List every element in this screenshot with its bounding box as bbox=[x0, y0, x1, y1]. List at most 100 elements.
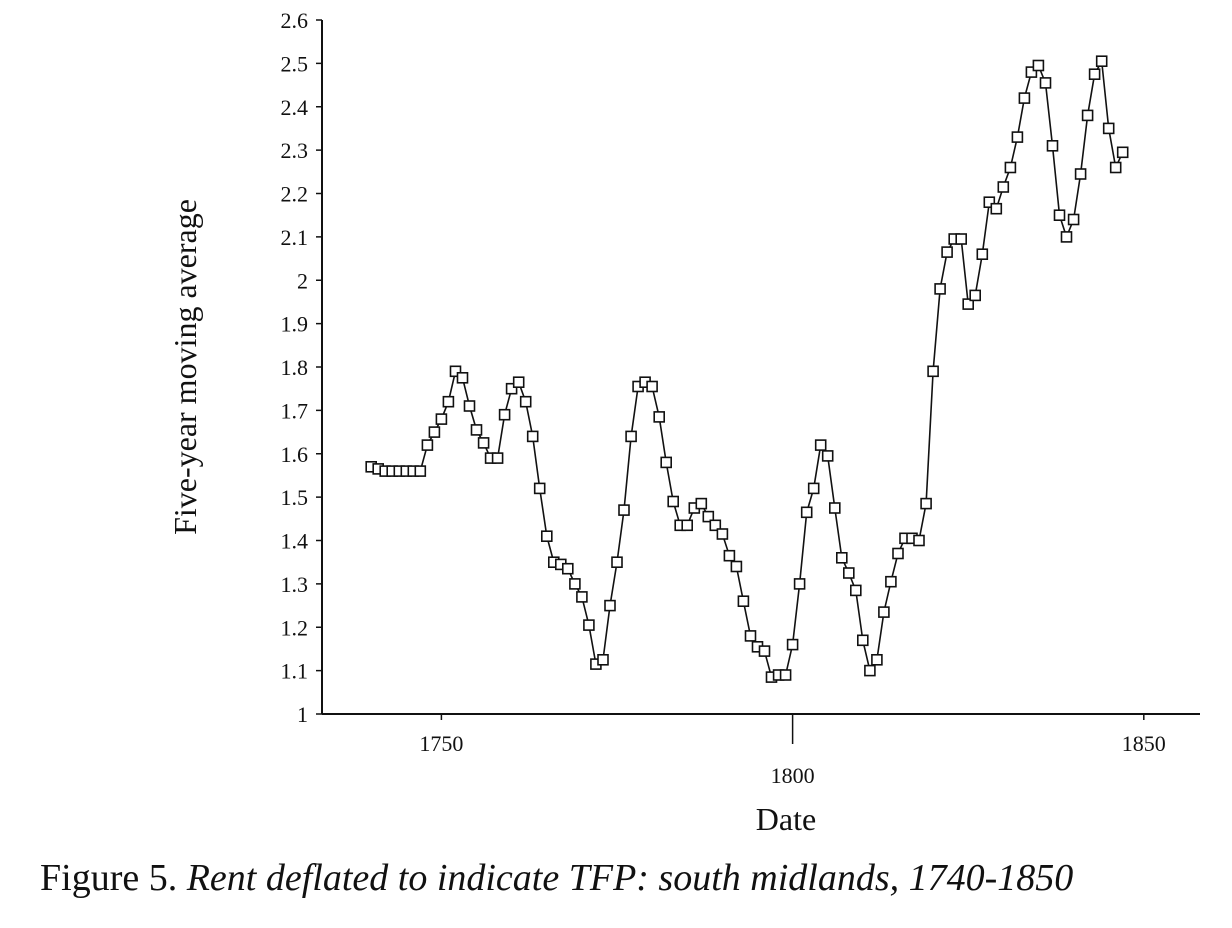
data-point bbox=[892, 547, 904, 560]
data-point bbox=[1011, 131, 1024, 143]
data-point bbox=[1067, 213, 1080, 226]
data-point bbox=[449, 365, 462, 378]
data-point bbox=[927, 365, 939, 378]
data-point bbox=[856, 634, 869, 647]
data-point bbox=[1074, 168, 1087, 180]
y-tick-label: 2.6 bbox=[281, 8, 309, 33]
data-point bbox=[646, 380, 658, 393]
data-point bbox=[667, 495, 680, 508]
data-point bbox=[871, 653, 883, 666]
data-point bbox=[800, 506, 813, 519]
data-point bbox=[807, 482, 820, 495]
y-tick-label: 1.7 bbox=[281, 398, 309, 423]
data-point bbox=[821, 450, 834, 462]
data-point bbox=[456, 371, 469, 384]
data-point bbox=[934, 283, 946, 295]
data-point bbox=[695, 497, 708, 510]
y-tick-label: 1.8 bbox=[281, 355, 309, 380]
data-point bbox=[723, 549, 736, 562]
data-point bbox=[786, 638, 799, 651]
data-point bbox=[576, 591, 588, 603]
data-point bbox=[779, 669, 792, 681]
x-tick-label: 1800 bbox=[771, 763, 815, 788]
data-point bbox=[428, 426, 441, 438]
data-point bbox=[618, 504, 630, 516]
y-tick-label: 1.9 bbox=[281, 312, 309, 337]
caption-text: Rent deflated to indicate TFP: south mid… bbox=[186, 857, 1074, 899]
data-point bbox=[962, 298, 975, 310]
data-point bbox=[526, 430, 539, 443]
data-point bbox=[561, 562, 574, 575]
data-point bbox=[941, 246, 953, 258]
data-point bbox=[660, 456, 673, 469]
x-tick-label: 1750 bbox=[419, 731, 463, 756]
y-tick-label: 1.5 bbox=[281, 485, 309, 510]
data-point bbox=[793, 578, 806, 590]
data-point bbox=[1032, 59, 1045, 72]
data-point bbox=[421, 439, 434, 451]
data-point bbox=[569, 578, 581, 590]
data-point bbox=[716, 528, 729, 540]
y-tick-label: 2.3 bbox=[281, 138, 309, 163]
data-point bbox=[604, 599, 616, 612]
data-point bbox=[681, 519, 694, 532]
y-tick-label: 1.1 bbox=[281, 659, 309, 684]
y-axis-label: Five-year moving average bbox=[167, 199, 203, 535]
data-point bbox=[583, 619, 595, 631]
data-point bbox=[1095, 55, 1108, 68]
data-point bbox=[744, 630, 757, 642]
data-point bbox=[597, 653, 609, 666]
data-point bbox=[1039, 77, 1052, 89]
data-point bbox=[976, 248, 989, 260]
data-point bbox=[1088, 68, 1101, 80]
y-axis: 2.6 2.5 2.4 2.3 2.2 2.1 2 1.9 1.8 1.7 1.6 1.5 1.4 1.3… bbox=[281, 8, 323, 727]
data-point bbox=[1060, 231, 1073, 243]
caption-prefix: Figure 5. bbox=[40, 857, 178, 899]
data-point bbox=[1081, 109, 1094, 122]
y-tick-label: 1.3 bbox=[281, 572, 309, 597]
figure-caption: Figure 5. Rent deflated to indicate TFP:… bbox=[40, 856, 1073, 900]
data-point bbox=[997, 181, 1010, 193]
data-point bbox=[611, 556, 623, 569]
data-point bbox=[1102, 122, 1115, 135]
data-point bbox=[435, 413, 448, 425]
data-point bbox=[505, 382, 518, 395]
data-point bbox=[1018, 92, 1031, 104]
chart: 2.6 2.5 2.4 2.3 2.2 2.1 2 1.9 1.8 1.7 1.6 1.5 1.4 1.3… bbox=[167, 8, 1200, 837]
data-point bbox=[955, 233, 968, 245]
data-point bbox=[849, 584, 862, 597]
data-point bbox=[540, 530, 553, 543]
series-line bbox=[370, 58, 1124, 679]
data-point bbox=[477, 437, 490, 449]
y-tick-label: 1.4 bbox=[281, 529, 309, 554]
x-tick-label: 1850 bbox=[1122, 731, 1166, 756]
data-point bbox=[878, 606, 890, 618]
data-point bbox=[414, 465, 427, 477]
data-point bbox=[1116, 146, 1129, 159]
data-point bbox=[885, 575, 897, 588]
data-point bbox=[758, 645, 771, 657]
data-point bbox=[835, 551, 848, 564]
data-point bbox=[470, 424, 483, 436]
data-point bbox=[920, 497, 932, 510]
data-point bbox=[498, 408, 511, 421]
y-tick-label: 1.6 bbox=[281, 442, 309, 467]
data-point bbox=[842, 567, 855, 579]
data-point bbox=[828, 502, 841, 514]
data-point bbox=[864, 664, 876, 677]
data-point bbox=[1025, 66, 1038, 78]
data-point bbox=[814, 439, 827, 451]
y-tick-label: 2.1 bbox=[281, 225, 309, 250]
data-point bbox=[519, 395, 532, 408]
data-point bbox=[737, 595, 750, 608]
data-point bbox=[442, 395, 455, 408]
data-point bbox=[1004, 161, 1017, 174]
data-point bbox=[512, 376, 525, 389]
data-point bbox=[1109, 161, 1122, 174]
data-point bbox=[730, 560, 743, 573]
series-markers bbox=[365, 55, 1129, 683]
data-point bbox=[463, 400, 476, 412]
data-point bbox=[625, 430, 637, 443]
data-point bbox=[702, 510, 715, 523]
data-point bbox=[653, 411, 666, 423]
